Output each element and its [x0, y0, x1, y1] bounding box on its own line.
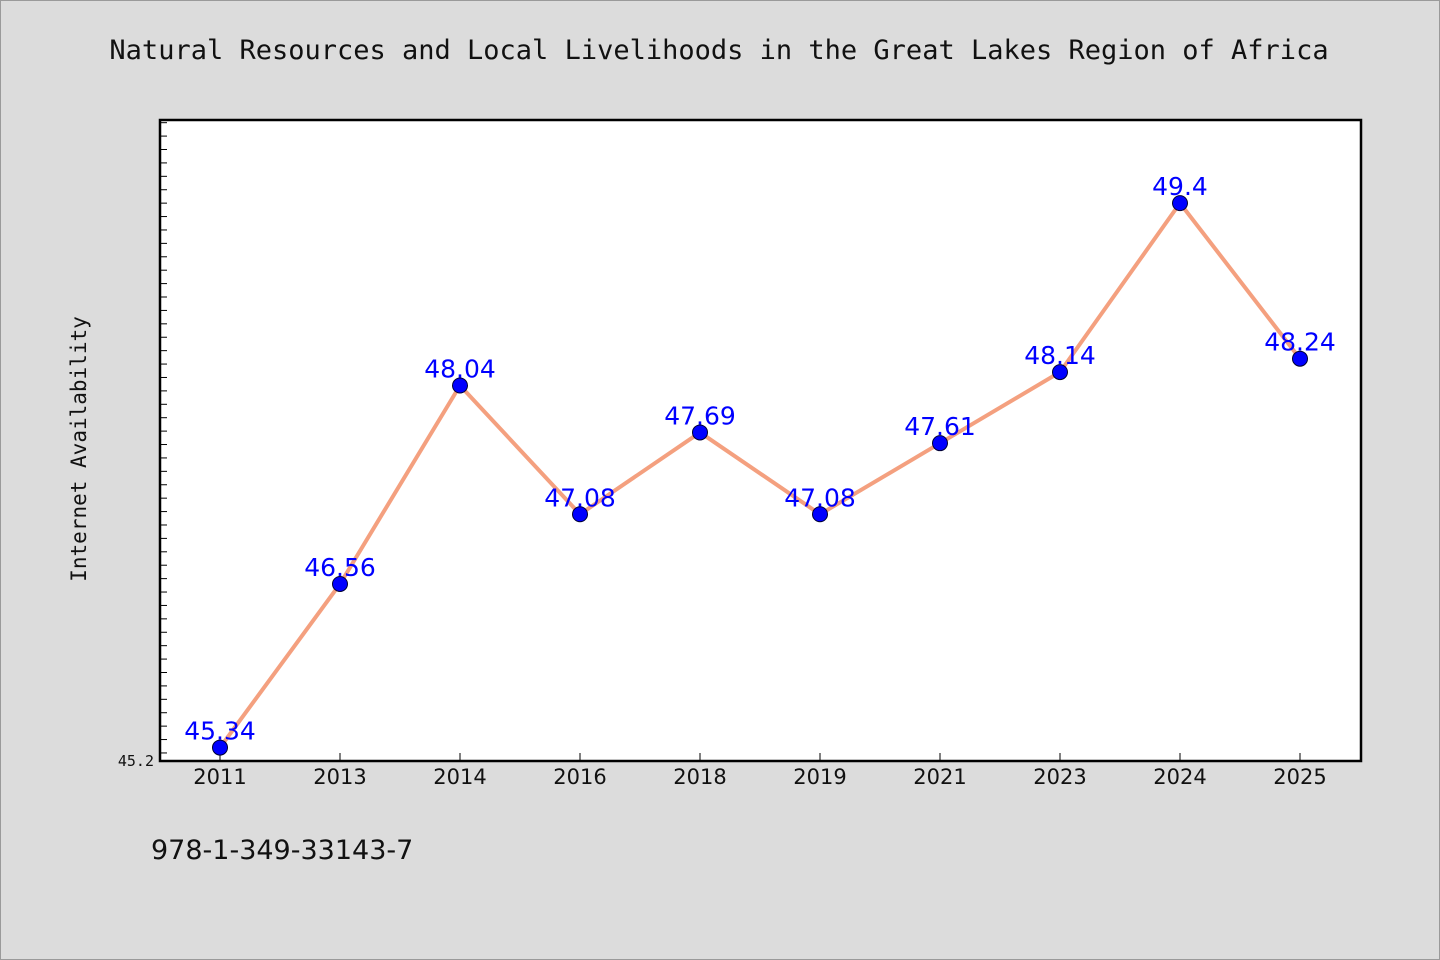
data-point	[452, 377, 468, 394]
data-label: 47.08	[784, 483, 856, 512]
x-tick-label: 2023	[1033, 765, 1086, 789]
chart-title: Natural Resources and Local Livelihoods …	[109, 35, 1329, 66]
series-line	[218, 201, 1302, 750]
data-point	[932, 435, 948, 452]
footnote: 978-1-349-33143-7	[151, 835, 414, 866]
data-point	[572, 506, 588, 523]
x-tick-label: 2013	[313, 765, 366, 789]
data-point	[332, 575, 348, 592]
plot-area	[160, 120, 1361, 761]
x-tick-label: 2019	[793, 765, 846, 789]
data-label: 47.61	[904, 412, 976, 441]
data-label: 46.56	[304, 553, 376, 582]
x-tick-label: 2021	[913, 765, 966, 789]
data-label: 48.04	[424, 355, 496, 384]
x-tick-label: 2025	[1273, 765, 1326, 789]
data-label: 48.24	[1264, 328, 1336, 357]
data-point	[1292, 350, 1308, 367]
data-label: 48.14	[1024, 341, 1096, 370]
data-label: 47.08	[544, 483, 616, 512]
x-tick-label: 2014	[433, 765, 486, 789]
data-point	[1052, 364, 1068, 381]
y-tick-label: 45.2	[118, 752, 154, 770]
data-label: 49.4	[1152, 172, 1208, 201]
x-tick-label: 2016	[553, 765, 606, 789]
data-point	[812, 506, 828, 523]
data-point	[212, 739, 228, 756]
data-label: 47.69	[664, 401, 736, 430]
data-point	[1172, 195, 1188, 212]
x-tick-label: 2024	[1153, 765, 1206, 789]
x-tick-label: 2011	[193, 765, 246, 789]
plot-frame	[158, 118, 1363, 763]
data-point	[692, 424, 708, 441]
x-tick-label: 2018	[673, 765, 726, 789]
data-label: 45.34	[184, 717, 256, 746]
